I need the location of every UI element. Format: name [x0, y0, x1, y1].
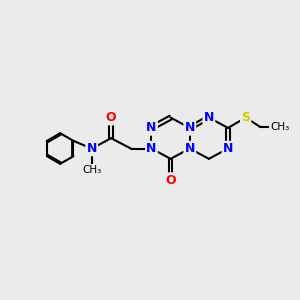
Text: N: N	[204, 111, 214, 124]
Text: O: O	[106, 111, 116, 124]
Text: N: N	[223, 142, 233, 155]
Text: S: S	[241, 111, 250, 124]
Text: CH₃: CH₃	[82, 165, 101, 175]
Text: N: N	[184, 142, 195, 155]
Text: O: O	[165, 173, 176, 187]
Text: N: N	[86, 142, 97, 155]
Text: N: N	[146, 142, 157, 155]
Text: CH₃: CH₃	[270, 122, 289, 132]
Text: N: N	[146, 122, 157, 134]
Text: N: N	[184, 122, 195, 134]
